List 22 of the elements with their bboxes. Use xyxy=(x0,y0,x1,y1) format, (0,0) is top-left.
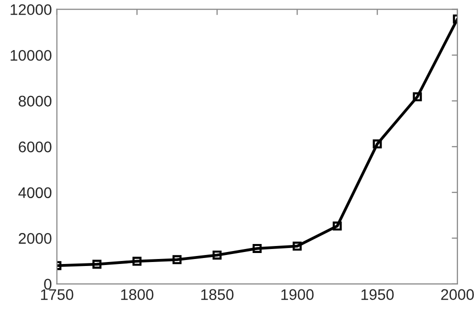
y-tick-label: 2000 xyxy=(18,233,52,244)
x-tick-label: 1950 xyxy=(361,289,394,300)
y-tick-label: 12000 xyxy=(10,4,52,16)
x-tick-label: 1800 xyxy=(121,289,154,300)
y-tick-label: 10000 xyxy=(10,50,52,61)
y-tick-label: 4000 xyxy=(18,187,52,198)
point xyxy=(372,139,382,148)
point xyxy=(92,260,102,269)
x-tick-label: 1750 xyxy=(41,289,74,300)
point xyxy=(332,222,342,231)
y-tick-label: 0 xyxy=(44,278,52,290)
point xyxy=(252,244,262,253)
x-tick-label: 1900 xyxy=(281,289,314,300)
point xyxy=(292,242,302,251)
y-tick-label: 8000 xyxy=(18,96,52,107)
x-tick-label: 1850 xyxy=(201,289,234,300)
point xyxy=(212,250,222,260)
x-tick-label: 2000 xyxy=(441,289,474,300)
point xyxy=(412,92,422,102)
point xyxy=(172,255,182,264)
point xyxy=(132,256,142,266)
y-tick-label: 6000 xyxy=(18,142,52,152)
